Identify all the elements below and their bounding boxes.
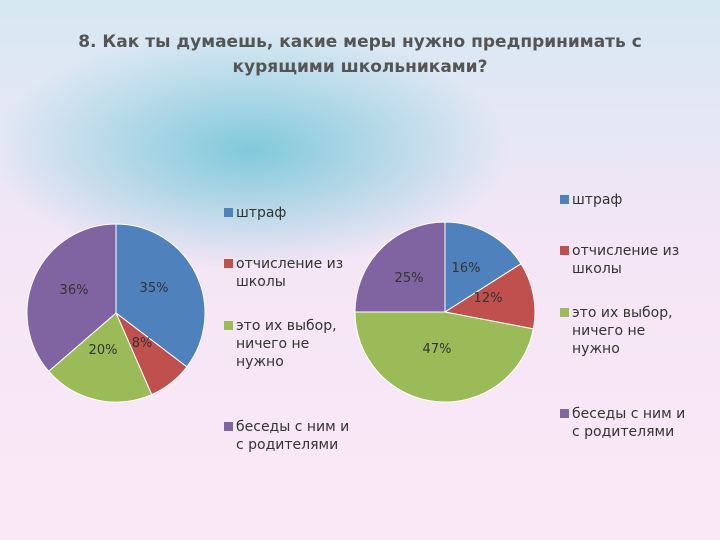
chart-1-legend-swatch-2: [224, 259, 233, 268]
chart-2-legend-label-2: отчисление из школы: [572, 243, 680, 277]
chart-2-legend-swatch-4: [560, 409, 569, 418]
chart-1-legend-swatch-3: [224, 321, 233, 330]
chart-1-data-label-4: 36%: [60, 283, 89, 298]
chart-1-legend-swatch-4: [224, 422, 233, 431]
chart-2-slice-3: [354, 311, 534, 403]
chart-1-data-label-2: 8%: [132, 336, 153, 351]
chart-2-legend-label-3: это их выбор, ничего не нужно: [572, 305, 673, 357]
chart-2-slice-4: [354, 221, 446, 313]
chart-1-legend-label-2: отчисление из школы: [236, 256, 344, 290]
chart-2-slice-2: [443, 263, 536, 330]
chart-1-slice-4: [26, 223, 117, 372]
chart-2-data-label-1: 16%: [452, 261, 481, 276]
chart-1-data-label-3: 20%: [89, 343, 118, 358]
chart-2-slice-1: [444, 221, 522, 313]
chart-1-slice-1: [115, 223, 206, 368]
legend-chart-2: штраф отчисление из школы это их выбор, ни…: [560, 191, 700, 481]
chart-1-legend-label-3: это их выбор, ничего не нужно: [236, 318, 337, 370]
chart-2-legend-label-4: беседы с ним и с родителями: [572, 406, 686, 440]
chart-2-data-label-4: 25%: [395, 271, 424, 286]
slide-title: 8. Как ты думаешь, какие меры нужно пред…: [78, 32, 642, 77]
chart-2-legend-swatch-1: [560, 195, 569, 204]
chart-1-slice-3: [48, 312, 153, 403]
chart-1-legend-swatch-1: [224, 208, 233, 217]
chart-2-data-label-3: 47%: [423, 342, 452, 357]
chart-1-legend-label-4: беседы с ним и с родителями: [236, 419, 350, 453]
chart-2-legend-label-1: штраф: [572, 192, 623, 208]
chart-2-legend-swatch-2: [560, 246, 569, 255]
legend-chart-1: штраф отчисление из школы это их выбор, ни…: [224, 204, 364, 494]
chart-1-data-label-1: 35%: [140, 281, 169, 296]
chart-1-legend-label-1: штраф: [236, 205, 287, 221]
chart-2-data-label-2: 12%: [474, 291, 503, 306]
chart-2-legend-swatch-3: [560, 308, 569, 317]
